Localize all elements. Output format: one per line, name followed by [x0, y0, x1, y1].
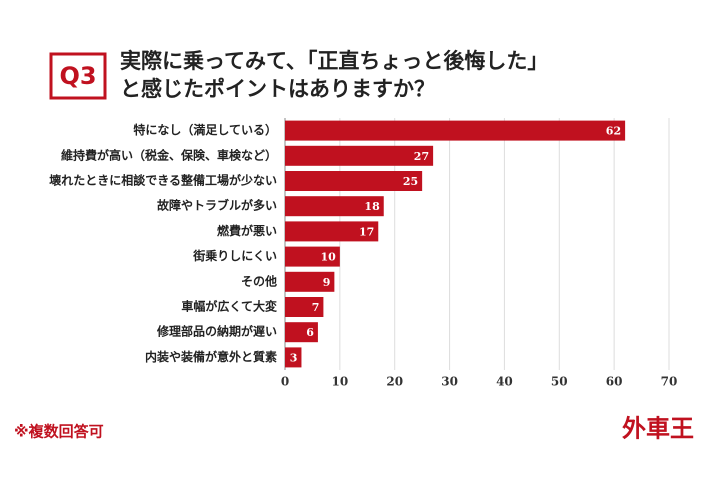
note: ※複数回答可	[14, 423, 104, 441]
value-label: 25	[403, 175, 418, 188]
bar	[285, 347, 302, 368]
bar	[285, 322, 318, 343]
badge-box	[49, 52, 107, 100]
bar	[285, 297, 324, 317]
y-tick-label: 内装や装備が意外と質素	[145, 349, 277, 364]
x-tick-label: 70	[661, 375, 678, 389]
x-tick-label: 20	[386, 375, 403, 389]
value-label: 10	[321, 251, 337, 264]
value-label: 6	[306, 326, 314, 339]
y-tick-label: 燃費が悪い	[217, 223, 277, 238]
value-label: 18	[364, 200, 380, 213]
y-tick-label: その他	[241, 273, 277, 288]
y-tick-label: 車幅が広くて大変	[181, 299, 278, 314]
value-label: 62	[606, 125, 621, 138]
y-tick-label: 特になし（満足している）	[133, 122, 277, 137]
bar	[285, 246, 340, 267]
x-tick-label: 10	[332, 375, 349, 389]
y-tick-label: 故障やトラブルが多い	[157, 198, 277, 213]
x-tick-label: 0	[281, 375, 289, 389]
bar	[285, 271, 335, 292]
x-tick-label: 50	[551, 375, 568, 389]
y-tick-label: 修理部品の納期が遅い	[156, 324, 277, 339]
y-tick-label: 街乗りしにくい	[192, 248, 277, 263]
title-line: と感じたポイントはありますか？	[120, 77, 435, 101]
x-tick-label: 30	[441, 375, 458, 389]
value-label: 17	[359, 225, 374, 238]
value-label: 3	[290, 351, 298, 364]
bar	[285, 221, 379, 242]
badge: Q3	[59, 62, 96, 90]
bar	[285, 145, 434, 166]
title-line: 実際に乗ってみて、「正直ちょっと後悔した」	[120, 49, 548, 73]
x-tick-label: 60	[606, 375, 623, 389]
bar	[285, 196, 384, 217]
y-tick-label: 壊れたときに相談できる整備工場が少ない	[49, 173, 277, 188]
value-label: 9	[323, 276, 331, 289]
bar	[285, 171, 423, 191]
bar	[285, 120, 626, 141]
y-tick-label: 維持費が高い（税金、保険、車検など）	[61, 147, 277, 162]
brand: 外車王	[622, 414, 694, 443]
x-tick-label: 40	[496, 375, 513, 389]
value-label: 27	[414, 150, 429, 163]
value-label: 7	[312, 301, 320, 314]
